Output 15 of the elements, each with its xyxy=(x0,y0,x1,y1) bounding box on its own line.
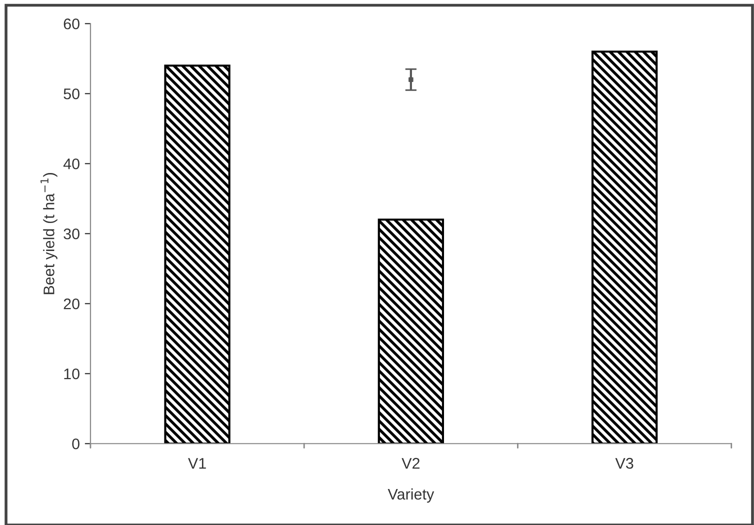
y-tick-label: 20 xyxy=(64,298,80,310)
y-tick-label: 0 xyxy=(72,438,80,450)
y-tick-label: 30 xyxy=(64,228,80,240)
bar xyxy=(591,50,658,444)
x-axis-title: Variety xyxy=(388,488,434,503)
bar xyxy=(164,64,230,444)
y-tick-label: 50 xyxy=(64,88,80,100)
bar xyxy=(378,218,444,444)
y-tick-label: 60 xyxy=(64,18,80,30)
x-tick-label: V1 xyxy=(188,458,206,469)
y-tick-label: 40 xyxy=(63,158,80,170)
y-axis-title: Beet yield (t ha$^{−1}$) xyxy=(40,172,58,294)
x-tick-label: V3 xyxy=(615,458,634,469)
x-tick-label: V2 xyxy=(402,458,420,469)
y-tick-label: 10 xyxy=(64,368,80,380)
